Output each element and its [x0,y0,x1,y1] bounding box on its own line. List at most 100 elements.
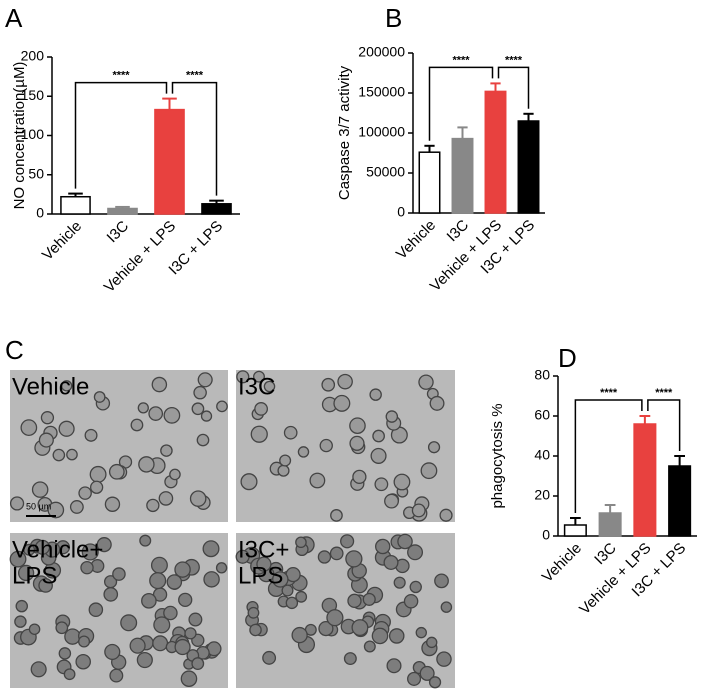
cell [386,658,402,674]
cell [254,402,268,416]
cell [191,402,205,416]
cell [166,574,183,590]
cell [160,444,173,457]
cell [263,380,276,393]
cell [96,537,112,553]
cell [383,554,399,570]
cell [319,438,333,453]
cell [420,462,438,480]
cell [215,562,228,574]
cell [318,621,334,637]
cell [180,670,198,688]
bar [668,465,692,537]
cell [297,446,310,458]
cell [295,536,307,549]
significance-bracket [574,399,643,513]
cell [262,650,277,665]
x-tick-label: I3C [104,217,133,246]
cell [103,587,119,602]
x-tick-label: Vehicle [39,218,85,264]
significance-label: **** [112,70,130,82]
micrograph-label: LPS [238,562,283,589]
significance-label: **** [655,387,673,399]
cell [47,501,65,519]
cell [333,394,351,412]
cell [429,395,445,411]
cell [20,419,38,437]
cell [434,573,449,589]
y-axis-label: phagocytosis % [489,403,506,508]
cell [88,602,104,617]
cell [326,609,344,627]
cell [89,480,104,494]
cell [407,544,424,561]
bar [107,207,138,215]
cell [152,635,169,652]
y-axis-label: NO concentration(µM) [11,62,28,210]
cell [55,621,69,635]
y-tick-label: 100 [21,126,45,142]
cell [409,580,422,594]
cell [362,592,376,606]
cell [150,556,168,574]
y-tick-label: 40 [534,447,550,463]
cell [84,428,98,442]
cell [89,465,107,483]
cell [250,425,268,443]
cell [38,432,54,448]
cell [283,425,298,440]
panel-label: C [5,335,24,365]
bar [201,203,232,215]
cell [200,410,213,422]
cell [38,578,53,593]
significance-label: **** [505,54,523,66]
y-tick-label: 100000 [358,124,405,140]
cell [418,374,434,390]
cell [256,556,272,572]
bar [154,108,185,215]
cell [17,564,35,582]
cell [34,539,51,555]
cell [112,567,126,581]
cell [203,571,220,588]
y-tick-label: 200000 [358,44,405,60]
cell [216,400,228,413]
cell [149,572,167,590]
cell [9,550,27,568]
cell [14,615,27,628]
cell [236,370,250,384]
cell [40,411,55,425]
cell [349,435,365,451]
cell [69,500,84,514]
micrograph-label: Vehicle+ [12,536,103,563]
cell [407,671,422,686]
cell [23,543,36,556]
cell [285,596,299,610]
bar [60,195,91,215]
cell [174,638,191,656]
cell [196,433,210,447]
cell [440,601,453,613]
cell [295,590,308,603]
cell [31,481,49,498]
cell [374,477,389,492]
cell [78,486,92,500]
cell [138,456,155,473]
cell [403,593,419,609]
x-tick-label: Vehicle [539,540,585,586]
cell [426,636,438,649]
significance-label: **** [186,70,204,82]
cell [337,373,353,390]
cell [370,447,387,464]
cell [52,448,66,462]
cell [291,626,308,644]
y-tick-label: 0 [397,204,405,220]
cell [148,406,164,421]
cell [384,493,399,509]
y-tick-label: 50 [28,165,44,181]
cell [109,668,124,683]
cell [343,652,357,666]
micrograph-label: I3C [238,373,275,400]
cell [277,464,290,477]
cell [136,651,153,669]
